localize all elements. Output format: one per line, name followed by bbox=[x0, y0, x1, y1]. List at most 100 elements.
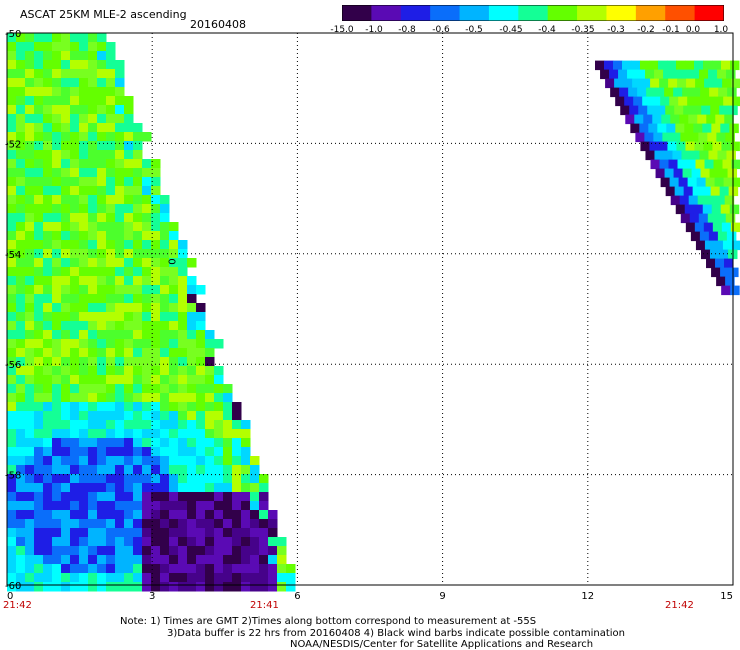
heatmap-cell bbox=[43, 168, 53, 178]
heatmap-cell bbox=[88, 420, 98, 430]
heatmap-cell bbox=[205, 582, 215, 592]
heatmap-cell bbox=[7, 348, 17, 358]
heatmap-cell bbox=[25, 465, 35, 475]
heatmap-cell bbox=[7, 150, 17, 160]
heatmap-cell bbox=[70, 546, 80, 556]
heatmap-cell bbox=[619, 87, 629, 98]
heatmap-cell bbox=[151, 438, 161, 448]
heatmap-cell bbox=[124, 303, 134, 313]
x-tick-label: 12 bbox=[581, 591, 594, 602]
heatmap-cell bbox=[88, 411, 98, 421]
heatmap-cell bbox=[250, 492, 260, 502]
heatmap-cell bbox=[16, 375, 26, 385]
heatmap-cell bbox=[7, 537, 17, 547]
heatmap-cell bbox=[115, 168, 125, 178]
heatmap-cell bbox=[205, 438, 215, 448]
heatmap-cell bbox=[79, 402, 89, 412]
heatmap-cell bbox=[731, 78, 740, 89]
heatmap-cell bbox=[115, 123, 125, 133]
heatmap-cell bbox=[142, 258, 152, 268]
heatmap-cell bbox=[79, 393, 89, 403]
heatmap-cell bbox=[79, 159, 89, 169]
heatmap-cell bbox=[88, 483, 98, 493]
heatmap-cell bbox=[70, 402, 80, 412]
heatmap-cell bbox=[34, 357, 44, 367]
x-tick-label: 15 bbox=[720, 591, 733, 602]
heatmap-cell bbox=[214, 483, 224, 493]
heatmap-cell bbox=[16, 168, 26, 178]
heatmap-cell bbox=[34, 447, 44, 457]
heatmap-cell bbox=[16, 132, 26, 142]
heatmap-cell bbox=[595, 60, 605, 71]
heatmap-cell bbox=[70, 159, 80, 169]
heatmap-cell bbox=[169, 366, 179, 376]
heatmap-cell bbox=[160, 195, 170, 205]
heatmap-cell bbox=[43, 510, 53, 520]
heatmap-cell bbox=[34, 294, 44, 304]
heatmap-cell bbox=[88, 366, 98, 376]
heatmap-cell bbox=[223, 447, 233, 457]
heatmap-cell bbox=[124, 132, 134, 142]
heatmap-cell bbox=[169, 519, 179, 529]
heatmap-cell bbox=[43, 564, 53, 574]
heatmap-cell bbox=[142, 285, 152, 295]
heatmap-cell bbox=[169, 582, 179, 592]
heatmap-cell bbox=[722, 240, 733, 251]
heatmap-cell bbox=[160, 510, 170, 520]
heatmap-cell bbox=[700, 168, 711, 179]
heatmap-cell bbox=[726, 150, 736, 161]
heatmap-cell bbox=[43, 204, 53, 214]
heatmap-cell bbox=[205, 402, 215, 412]
heatmap-cell bbox=[702, 123, 712, 134]
colorbar-swatch bbox=[635, 5, 666, 21]
heatmap-cell bbox=[106, 195, 116, 205]
heatmap-cell bbox=[70, 375, 80, 385]
heatmap-cell bbox=[133, 537, 143, 547]
heatmap-cell bbox=[106, 42, 116, 52]
heatmap-cell bbox=[151, 177, 161, 187]
heatmap-cell bbox=[133, 150, 143, 160]
heatmap-cell bbox=[52, 546, 62, 556]
colorbar-label: -0.35 bbox=[571, 25, 595, 35]
heatmap-cell bbox=[61, 141, 71, 151]
heatmap-cell bbox=[88, 429, 98, 439]
heatmap-cell bbox=[88, 114, 98, 124]
heatmap-cell bbox=[88, 312, 98, 322]
heatmap-cell bbox=[52, 312, 62, 322]
heatmap-cell bbox=[142, 339, 152, 349]
heatmap-cell bbox=[650, 159, 661, 170]
heatmap-cell bbox=[214, 528, 224, 538]
heatmap-cell bbox=[70, 483, 80, 493]
heatmap-cell bbox=[115, 222, 125, 232]
heatmap-cell bbox=[70, 474, 80, 484]
heatmap-cell bbox=[97, 456, 107, 466]
heatmap-cell bbox=[187, 393, 197, 403]
heatmap-cell bbox=[52, 186, 62, 196]
heatmap-cell bbox=[61, 303, 71, 313]
heatmap-cell bbox=[133, 375, 143, 385]
heatmap-cell bbox=[169, 573, 179, 583]
heatmap-cell bbox=[70, 501, 80, 511]
heatmap-cell bbox=[115, 60, 125, 70]
heatmap-cell bbox=[178, 276, 188, 286]
heatmap-cell bbox=[70, 267, 80, 277]
heatmap-cell bbox=[151, 474, 161, 484]
heatmap-cell bbox=[34, 465, 44, 475]
heatmap-cell bbox=[151, 159, 161, 169]
heatmap-cell bbox=[106, 582, 116, 592]
heatmap-cell bbox=[241, 447, 251, 457]
heatmap-cell bbox=[187, 375, 197, 385]
heatmap-cell bbox=[679, 195, 690, 206]
heatmap-cell bbox=[43, 546, 53, 556]
heatmap-cell bbox=[684, 204, 695, 215]
heatmap-cell bbox=[151, 402, 161, 412]
heatmap-cell bbox=[205, 573, 215, 583]
heatmap-cell bbox=[106, 168, 116, 178]
heatmap-cell bbox=[732, 96, 740, 107]
heatmap-cell bbox=[187, 330, 197, 340]
heatmap-cell bbox=[115, 294, 125, 304]
heatmap-cell bbox=[43, 366, 53, 376]
heatmap-cell bbox=[618, 69, 628, 80]
heatmap-cell bbox=[61, 195, 71, 205]
heatmap-cell bbox=[133, 357, 143, 367]
